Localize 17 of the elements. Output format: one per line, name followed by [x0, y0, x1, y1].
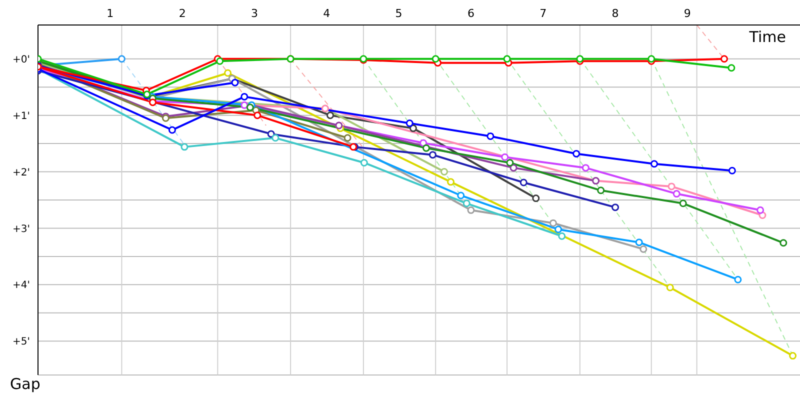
x-tick-label: 5 [395, 7, 402, 20]
x-tick-label: 2 [178, 7, 186, 20]
x-tick-label: 4 [323, 7, 330, 20]
x-tick-label: 3 [250, 7, 258, 20]
y-tick-label: +3' [12, 224, 30, 235]
x-tick-label: 7 [540, 7, 547, 20]
x-axis-title: Time [749, 28, 786, 46]
x-tick-label: 1 [106, 7, 114, 20]
x-tick-label: 9 [684, 7, 691, 20]
y-tick-label: +5' [12, 336, 30, 348]
y-tick-label: +4' [12, 280, 30, 292]
x-tick-label: 8 [612, 7, 619, 20]
y-tick-label: +1' [12, 110, 30, 122]
x-tick-label: 6 [467, 7, 474, 20]
y-tick-label: +0' [12, 54, 30, 66]
y-tick-label: +2' [12, 167, 30, 178]
y-axis-title: Gap [10, 375, 40, 393]
